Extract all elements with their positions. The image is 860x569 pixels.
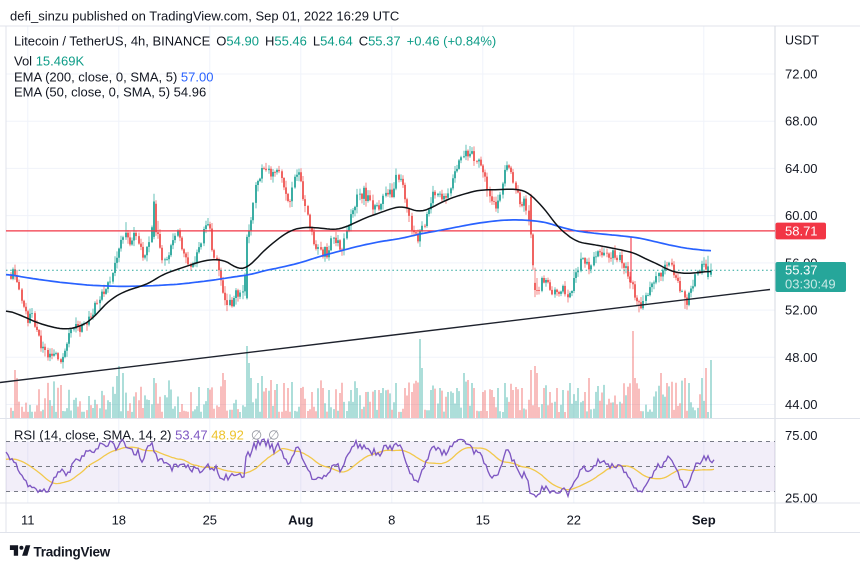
svg-text:Aug: Aug: [288, 513, 313, 528]
svg-text:18: 18: [112, 513, 126, 528]
svg-text:EMA (200, close, 0, SMA, 5) 57: EMA (200, close, 0, SMA, 5) 57.00: [14, 70, 213, 85]
svg-text:60.00: 60.00: [785, 208, 818, 223]
svg-text:22: 22: [567, 513, 581, 528]
svg-text:25.00: 25.00: [785, 490, 818, 505]
svg-text:58.71: 58.71: [785, 224, 818, 239]
svg-text:TradingView: TradingView: [34, 545, 111, 560]
svg-text:52.00: 52.00: [785, 303, 818, 318]
svg-text:72.00: 72.00: [785, 66, 818, 81]
svg-text:Vol 15.469K: Vol 15.469K: [14, 54, 84, 69]
svg-text:68.00: 68.00: [785, 114, 818, 129]
svg-text:11: 11: [21, 513, 35, 528]
svg-text:RSI (14, close, SMA, 14, 2) 53: RSI (14, close, SMA, 14, 2) 53.47 48.92 ∅…: [14, 428, 280, 443]
svg-text:15: 15: [476, 513, 490, 528]
svg-text:EMA (50, close, 0, SMA, 5) 54.: EMA (50, close, 0, SMA, 5) 54.96: [14, 85, 206, 100]
svg-text:48.00: 48.00: [785, 350, 818, 365]
svg-text:75.00: 75.00: [785, 428, 818, 443]
svg-text:25: 25: [203, 513, 217, 528]
svg-text:USDT: USDT: [785, 34, 819, 48]
svg-text:03:30:49: 03:30:49: [785, 276, 836, 291]
svg-text:Sep: Sep: [692, 513, 716, 528]
svg-text:8: 8: [388, 513, 395, 528]
svg-text:defi_sinzu published on Tradin: defi_sinzu published on TradingView.com,…: [10, 9, 399, 24]
svg-text:Litecoin / TetherUS, 4h, BINAN: Litecoin / TetherUS, 4h, BINANCE O54.90 H5…: [14, 34, 496, 49]
svg-text:55.37: 55.37: [785, 263, 818, 278]
svg-text:64.00: 64.00: [785, 161, 818, 176]
svg-text:44.00: 44.00: [785, 397, 818, 412]
